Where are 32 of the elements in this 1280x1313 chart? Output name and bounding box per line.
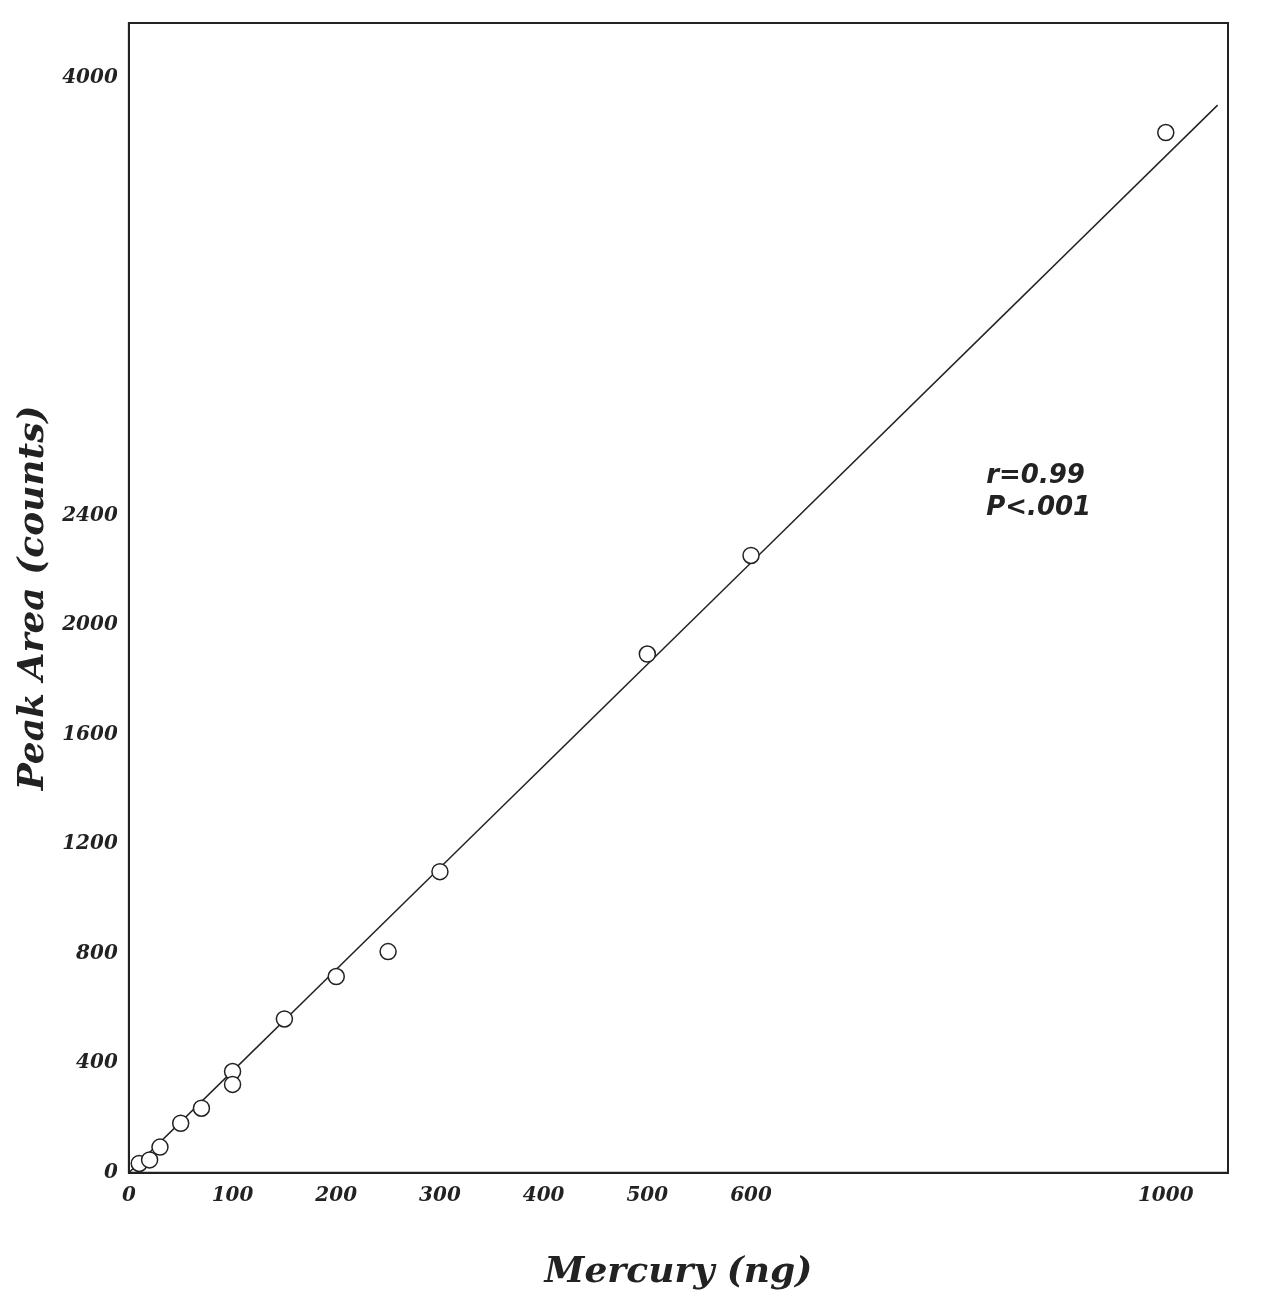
- y-tick-label: 2000: [61, 611, 118, 636]
- y-tick-label: 400: [76, 1049, 118, 1074]
- x-tick-label: 100: [211, 1182, 254, 1206]
- x-tick-label: 500: [626, 1182, 669, 1206]
- x-tick-label: 400: [522, 1182, 565, 1206]
- x-tick-label: 200: [314, 1182, 358, 1206]
- y-tick-label: 800: [75, 939, 118, 964]
- x-tick-label: 600: [730, 1182, 772, 1206]
- point: [379, 942, 397, 961]
- point: [223, 1075, 242, 1094]
- point: [327, 967, 345, 986]
- x-tick-label: 300: [419, 1182, 461, 1206]
- y-tick-label: 1200: [62, 830, 118, 855]
- annotation: P<.001: [986, 490, 1092, 521]
- point: [140, 1151, 159, 1169]
- annotation: r=0.99: [986, 458, 1085, 489]
- point: [638, 645, 657, 663]
- y-axis-title: Peak Area (counts): [8, 405, 51, 792]
- point: [275, 1010, 294, 1028]
- point: [192, 1099, 211, 1117]
- y-tick-label: 0: [103, 1159, 118, 1183]
- x-axis-title: Mercury (ng): [542, 1247, 813, 1290]
- point: [151, 1138, 169, 1156]
- point: [1157, 123, 1175, 142]
- y-tick-label: 2400: [61, 501, 118, 526]
- x-tick-label: 0: [121, 1182, 136, 1206]
- y-tick-label: 1600: [62, 720, 118, 745]
- point: [742, 546, 760, 565]
- point: [171, 1114, 190, 1132]
- y-tick-label: 4000: [62, 63, 118, 88]
- x-tick-label: 1000: [1137, 1182, 1194, 1206]
- point: [431, 862, 449, 881]
